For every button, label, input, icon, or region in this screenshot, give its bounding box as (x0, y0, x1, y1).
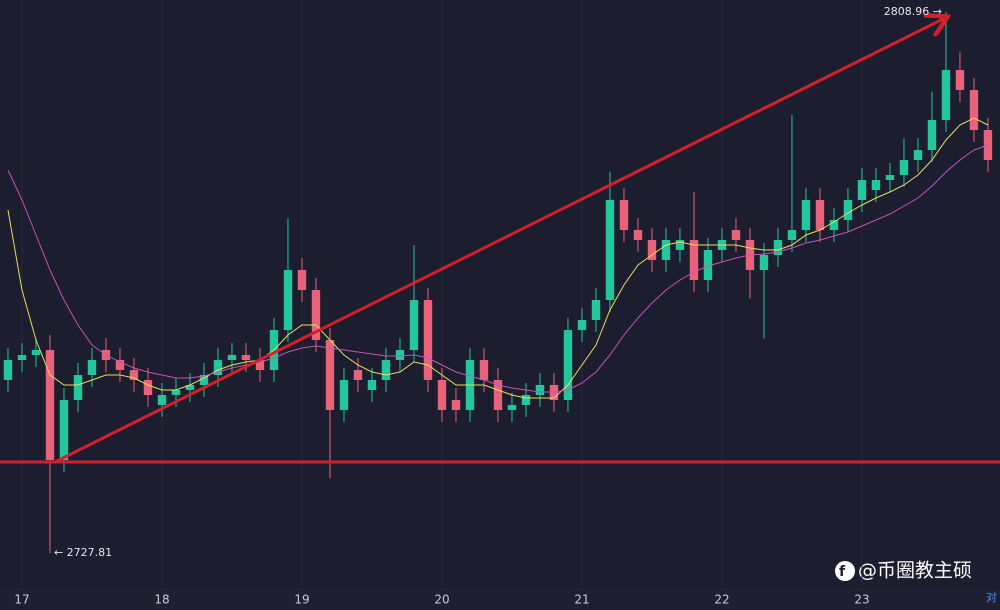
candle-body (759, 255, 769, 270)
candle-body (591, 300, 601, 320)
logo-icon (835, 561, 855, 581)
candle-body (619, 200, 629, 230)
candle-body (479, 360, 489, 380)
corner-label: 对 (986, 590, 997, 604)
candle-body (437, 380, 447, 410)
candle-body (31, 350, 41, 355)
candle-body (689, 240, 699, 280)
candle-body (87, 360, 97, 375)
candle-body (325, 340, 335, 410)
candle-body (227, 355, 237, 360)
candle-body (577, 320, 587, 330)
candle-body (395, 350, 405, 360)
candle-body (647, 240, 657, 260)
x-axis-bar (0, 588, 1000, 610)
x-tick-label: 20 (434, 593, 449, 607)
x-tick-label: 17 (14, 593, 29, 607)
candle-body (423, 300, 433, 380)
candle-body (59, 400, 69, 460)
candle-body (451, 400, 461, 410)
candle-body (843, 200, 853, 220)
candle-body (675, 240, 685, 250)
low-annotation: ← 2727.81 (54, 546, 112, 559)
x-tick-label: 22 (714, 593, 729, 607)
ma-line (7, 117, 989, 399)
candle-body (353, 370, 363, 380)
candle-body (409, 300, 419, 350)
candle-body (199, 375, 209, 385)
candle-body (913, 150, 923, 160)
candle-body (367, 380, 377, 390)
candle-body (787, 230, 797, 240)
candle-body (731, 230, 741, 240)
candle-body (927, 120, 937, 150)
logo-glyph: f (839, 564, 846, 580)
candle-body (17, 355, 27, 360)
candle-body (857, 180, 867, 200)
candle-body (171, 390, 181, 395)
x-tick-label: 18 (154, 593, 169, 607)
ma-line (7, 144, 989, 393)
candle-body (633, 230, 643, 240)
candle-body (703, 250, 713, 280)
candle-body (283, 270, 293, 330)
candle-body (339, 380, 349, 410)
candle-body (941, 70, 951, 120)
candle-body (521, 395, 531, 405)
candle-body (801, 200, 811, 230)
candle-body (955, 70, 965, 90)
candle-body (297, 270, 307, 290)
candle-body (185, 385, 195, 390)
candle-body (829, 220, 839, 230)
candle-body (311, 290, 321, 340)
candle-body (969, 90, 979, 130)
candle-body (885, 175, 895, 180)
high-annotation: 2808.96 → (884, 5, 942, 18)
candle-body (73, 375, 83, 400)
candle-body (507, 405, 517, 410)
candle-body (143, 380, 153, 395)
candle-body (605, 200, 615, 300)
candle-body (241, 355, 251, 360)
candle-body (255, 360, 265, 370)
candle-body (661, 240, 671, 260)
trend-line (54, 18, 945, 464)
candle-body (157, 395, 167, 405)
candle-body (871, 180, 881, 190)
candle-body (815, 200, 825, 230)
x-tick-label: 23 (854, 593, 869, 607)
candle-body (535, 385, 545, 395)
candle-body (213, 360, 223, 375)
x-tick-label: 21 (574, 593, 589, 607)
candle-body (773, 240, 783, 255)
candle-body (563, 330, 573, 400)
candle-body (899, 160, 909, 175)
watermark: @币圈教主硕 (858, 560, 972, 582)
candle-body (129, 370, 139, 380)
candle-body (493, 380, 503, 410)
x-tick-label: 19 (294, 593, 309, 607)
candle-body (3, 360, 13, 380)
candle-body (115, 360, 125, 370)
candle-body (381, 360, 391, 380)
candle-body (45, 350, 55, 460)
